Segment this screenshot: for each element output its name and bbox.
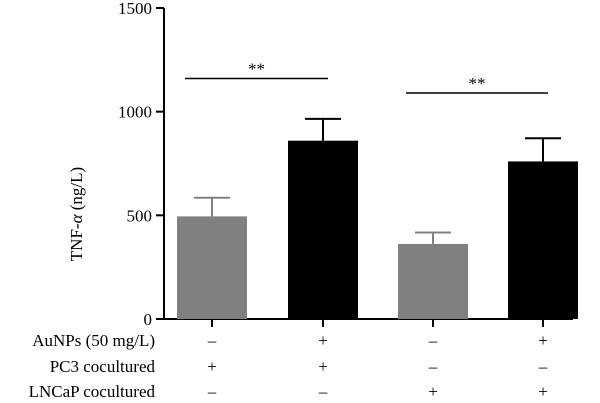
bar xyxy=(398,243,468,319)
bar xyxy=(177,216,247,319)
condition-row-label: PC3 cocultured xyxy=(50,357,156,376)
condition-value: + xyxy=(318,357,328,376)
condition-row-label: LNCaP cocultured xyxy=(29,382,156,401)
condition-value: + xyxy=(207,357,217,376)
y-tick-label: 1500 xyxy=(118,0,152,18)
y-tick-label: 500 xyxy=(127,206,153,225)
condition-value: – xyxy=(207,382,217,401)
y-tick-label: 0 xyxy=(144,310,153,329)
y-tick-label: 1000 xyxy=(118,103,152,122)
condition-value: – xyxy=(318,382,328,401)
condition-value: – xyxy=(428,357,438,376)
condition-value: + xyxy=(538,331,548,350)
condition-value: + xyxy=(428,382,438,401)
significance-label: ** xyxy=(248,59,265,78)
y-ticks: 0 500 1000 1500 xyxy=(118,0,544,329)
condition-value: + xyxy=(538,382,548,401)
condition-value: – xyxy=(428,331,438,350)
bar xyxy=(288,140,358,319)
y-axis-label: TNF-α (ng/L) xyxy=(67,167,86,261)
significance-markers: ** ** xyxy=(185,59,548,94)
condition-table: AuNPs (50 mg/L) – + – + PC3 cocultured + + – – LNC… xyxy=(29,331,548,401)
error-bars xyxy=(194,117,561,244)
bar xyxy=(508,161,578,319)
condition-value: – xyxy=(538,357,548,376)
bars xyxy=(177,140,578,319)
significance-label: ** xyxy=(469,74,486,93)
condition-value: – xyxy=(207,331,217,350)
condition-row-label: AuNPs (50 mg/L) xyxy=(32,331,155,350)
condition-value: + xyxy=(318,331,328,350)
